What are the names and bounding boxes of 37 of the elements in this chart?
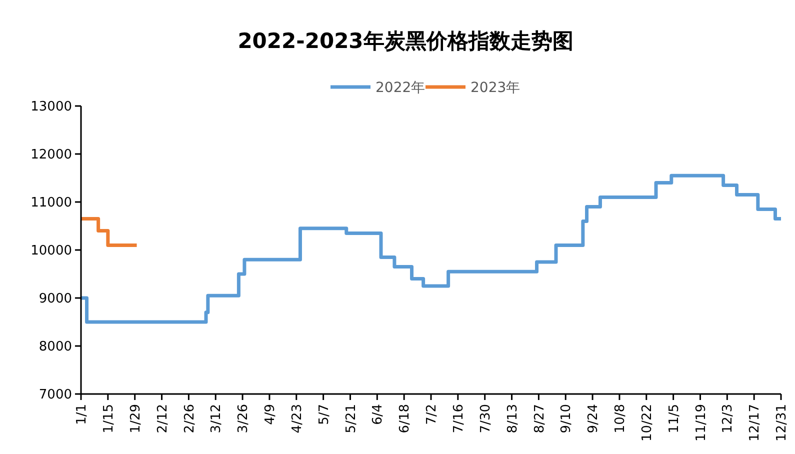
x-tick-label: 1/29: [128, 404, 144, 434]
x-tick-label: 10/22: [640, 404, 655, 442]
x-tick-label: 3/26: [236, 404, 252, 434]
y-tick-label: 13000: [30, 100, 72, 115]
x-tick-label: 3/12: [209, 404, 224, 434]
x-tick-label: 4/9: [263, 404, 278, 425]
x-tick-label: 10/8: [613, 404, 628, 434]
x-tick-label: 5/7: [316, 404, 332, 425]
y-tick-label: 8000: [38, 340, 72, 355]
x-tick-label: 7/2: [424, 404, 440, 425]
x-tick-label: 2/26: [182, 404, 198, 434]
x-tick-label: 5/21: [344, 404, 359, 434]
x-tick-label: 4/23: [290, 404, 305, 434]
y-tick-label: 7000: [38, 388, 72, 403]
chart-title: 2022-2023年炭黑价格指数走势图: [238, 29, 574, 53]
y-tick-label: 10000: [30, 244, 72, 259]
x-tick-label: 12/31: [774, 404, 790, 442]
x-tick-label: 7/16: [451, 404, 466, 434]
x-tick-label: 6/4: [370, 404, 386, 425]
y-tick-label: 12000: [30, 148, 72, 163]
legend-label: 2022年: [376, 80, 426, 96]
x-tick-label: 12/17: [748, 404, 763, 442]
x-tick-label: 9/10: [559, 404, 574, 434]
x-tick-label: 1/1: [74, 404, 90, 425]
x-tick-label: 8/13: [505, 404, 520, 434]
x-tick-label: 11/5: [666, 404, 682, 434]
y-tick-label: 11000: [30, 196, 72, 211]
y-tick-label: 9000: [38, 292, 72, 307]
x-tick-label: 2/12: [155, 404, 170, 434]
x-tick-label: 8/27: [532, 404, 548, 434]
x-tick-label: 1/15: [101, 404, 116, 434]
x-tick-label: 11/19: [694, 404, 709, 442]
x-tick-label: 6/18: [398, 404, 413, 434]
x-tick-label: 7/30: [478, 404, 494, 434]
legend-label: 2023年: [470, 80, 520, 96]
x-tick-label: 12/3: [720, 404, 736, 434]
x-tick-label: 9/24: [586, 404, 602, 434]
